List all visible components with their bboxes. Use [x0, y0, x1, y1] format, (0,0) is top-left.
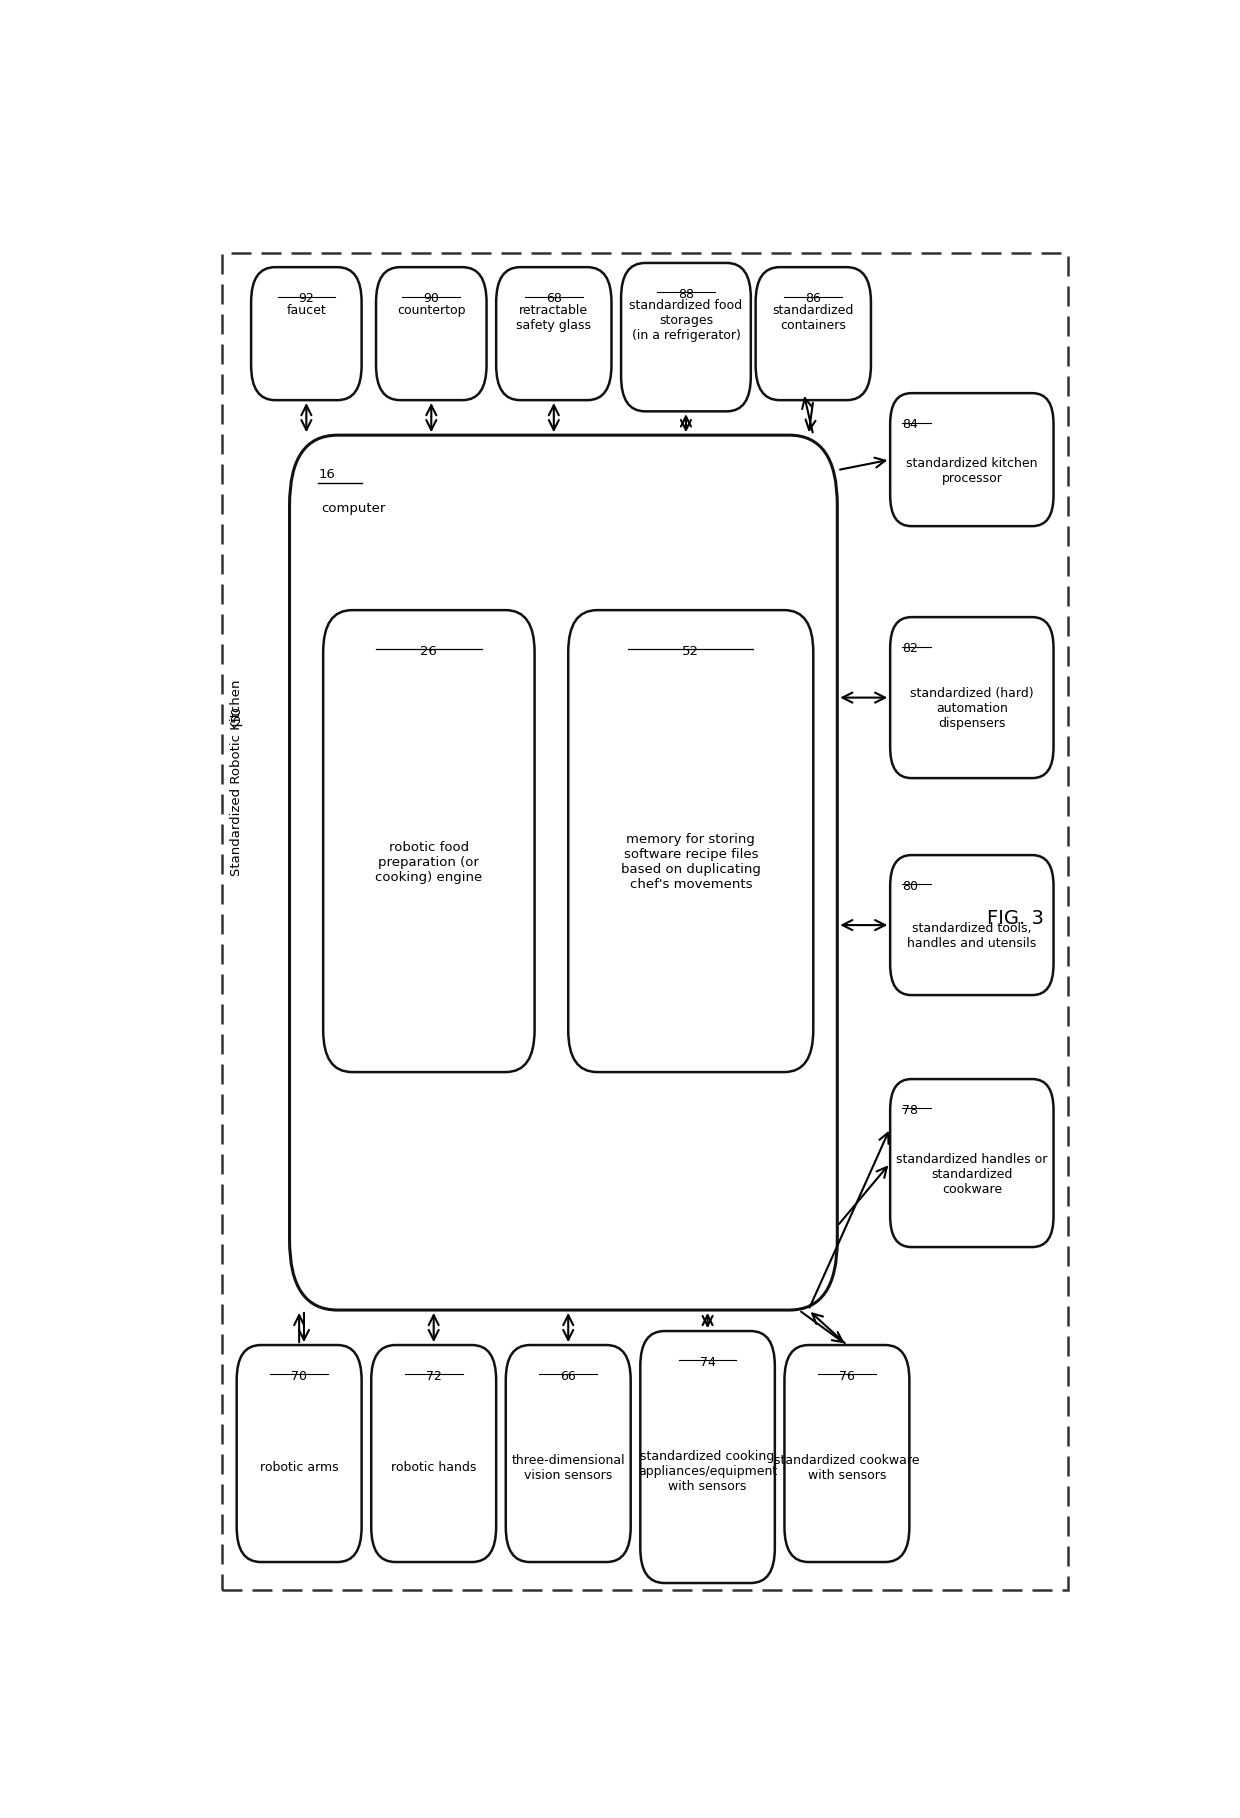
Text: 90: 90: [423, 293, 439, 305]
Text: computer: computer: [321, 502, 386, 514]
Text: retractable
safety glass: retractable safety glass: [516, 304, 591, 331]
FancyBboxPatch shape: [755, 267, 870, 400]
FancyBboxPatch shape: [890, 616, 1054, 778]
Text: 76: 76: [839, 1371, 854, 1383]
FancyBboxPatch shape: [237, 1345, 362, 1562]
Text: 86: 86: [805, 293, 821, 305]
Text: 70: 70: [291, 1371, 308, 1383]
Text: 50: 50: [231, 705, 243, 722]
Text: robotic food
preparation (or
cooking) engine: robotic food preparation (or cooking) en…: [376, 840, 482, 884]
FancyBboxPatch shape: [376, 267, 486, 400]
Text: standardized tools,
handles and utensils: standardized tools, handles and utensils: [908, 922, 1037, 951]
Text: robotic hands: robotic hands: [391, 1462, 476, 1474]
Text: 68: 68: [546, 293, 562, 305]
Text: 78: 78: [901, 1104, 918, 1118]
FancyBboxPatch shape: [290, 435, 837, 1311]
FancyBboxPatch shape: [785, 1345, 909, 1562]
Text: 52: 52: [682, 645, 699, 658]
Text: standardized (hard)
automation
dispensers: standardized (hard) automation dispenser…: [910, 687, 1034, 731]
FancyBboxPatch shape: [324, 611, 534, 1073]
Text: standardized cookware
with sensors: standardized cookware with sensors: [774, 1454, 920, 1482]
Text: standardized cooking
appliances/equipment
with sensors: standardized cooking appliances/equipmen…: [637, 1449, 777, 1493]
Text: Standardized Robotic Kitchen: Standardized Robotic Kitchen: [231, 680, 243, 876]
Text: 72: 72: [425, 1371, 441, 1383]
Text: 80: 80: [901, 880, 918, 893]
Text: standardized kitchen
processor: standardized kitchen processor: [906, 456, 1038, 485]
Text: standardized
containers: standardized containers: [773, 304, 854, 331]
FancyBboxPatch shape: [371, 1345, 496, 1562]
FancyBboxPatch shape: [890, 854, 1054, 994]
Text: 26: 26: [420, 645, 438, 658]
Text: faucet: faucet: [286, 304, 326, 316]
Text: 82: 82: [901, 642, 918, 654]
FancyBboxPatch shape: [621, 264, 751, 411]
Text: 88: 88: [678, 289, 694, 302]
Text: 74: 74: [699, 1356, 715, 1369]
Text: 92: 92: [299, 293, 314, 305]
FancyBboxPatch shape: [568, 611, 813, 1073]
Text: memory for storing
software recipe files
based on duplicating
chef's movements: memory for storing software recipe files…: [621, 833, 760, 891]
Text: 66: 66: [560, 1371, 577, 1383]
FancyBboxPatch shape: [890, 1080, 1054, 1247]
Text: robotic arms: robotic arms: [260, 1462, 339, 1474]
Text: FIG. 3: FIG. 3: [987, 909, 1044, 927]
Text: 16: 16: [319, 469, 335, 482]
FancyBboxPatch shape: [506, 1345, 631, 1562]
FancyBboxPatch shape: [250, 267, 362, 400]
FancyBboxPatch shape: [496, 267, 611, 400]
Text: three-dimensional
vision sensors: three-dimensional vision sensors: [511, 1454, 625, 1482]
Text: 84: 84: [901, 418, 918, 431]
FancyBboxPatch shape: [890, 393, 1054, 525]
FancyBboxPatch shape: [640, 1331, 775, 1583]
Text: standardized handles or
standardized
cookware: standardized handles or standardized coo…: [897, 1153, 1048, 1196]
Text: standardized food
storages
(in a refrigerator): standardized food storages (in a refrige…: [630, 300, 743, 342]
Text: countertop: countertop: [397, 304, 465, 316]
